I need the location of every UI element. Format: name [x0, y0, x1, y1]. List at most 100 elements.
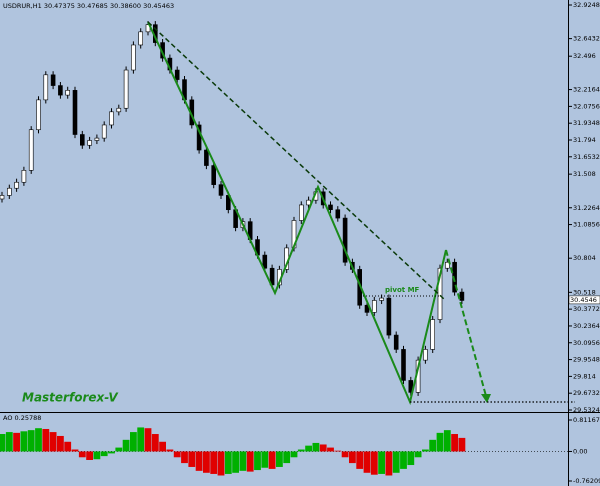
ao-bar — [42, 428, 50, 452]
ao-bar — [443, 430, 451, 452]
candle-body — [371, 300, 377, 313]
candle-body — [364, 304, 370, 313]
y-tick-label: 32.6432 — [573, 35, 600, 43]
candle-body — [444, 261, 450, 269]
candle-body — [211, 165, 216, 185]
ao-bar — [86, 451, 93, 460]
ao-bar — [385, 451, 393, 476]
candle-body — [138, 31, 143, 46]
ao-bar — [210, 451, 218, 474]
candle-body — [21, 170, 27, 183]
ao-bar — [20, 431, 28, 452]
y-tick-label: 31.794 — [573, 136, 596, 144]
y-tick-label: 31.2264 — [573, 204, 600, 212]
ao-bar — [35, 428, 42, 452]
y-tick-label: 29.814 — [573, 372, 596, 380]
ao-bar — [429, 439, 437, 452]
candle-body — [109, 111, 114, 126]
ao-bar — [276, 451, 283, 467]
ao-bar — [100, 451, 108, 457]
ao-bar — [159, 441, 166, 452]
ao-bar — [451, 434, 458, 452]
y-tick-label: 30.804 — [573, 254, 596, 262]
ao-bar — [414, 451, 422, 458]
ao-bar — [246, 451, 254, 472]
y-tick-label: 29.5324 — [573, 406, 600, 414]
candle-body — [379, 297, 384, 301]
candle-body — [174, 69, 180, 80]
ao-bar — [224, 451, 232, 474]
ao-bar — [239, 451, 247, 471]
y-tick-label: -0.762095 — [573, 477, 600, 485]
candle-body — [342, 217, 348, 263]
candle-body — [335, 209, 341, 219]
y-tick-label: 0.811671 — [573, 416, 600, 424]
arrow-head — [481, 394, 491, 403]
ao-bar — [363, 451, 371, 473]
candle-body — [298, 204, 304, 221]
y-tick-label: 31.9348 — [573, 119, 600, 127]
y-tick-label: 30.518 — [573, 288, 596, 296]
y-tick-label: 30.2364 — [573, 322, 600, 330]
zigzag — [147, 21, 447, 406]
ao-bar — [71, 449, 79, 452]
ao-bar — [188, 451, 196, 467]
trend-line — [147, 21, 446, 301]
projection — [445, 249, 487, 397]
y-tick-label: 32.0756 — [573, 102, 600, 110]
y-tick-label: 31.508 — [573, 170, 596, 178]
ao-bar — [407, 451, 415, 466]
candle-body — [131, 44, 136, 71]
y-tick-label: 29.6732 — [573, 389, 600, 397]
candle-body — [94, 137, 100, 141]
ao-bar — [305, 445, 312, 452]
ao-bar — [422, 449, 429, 452]
candle-body — [218, 184, 224, 196]
candle-body — [459, 291, 465, 301]
y-tick-label: 30.0956 — [573, 339, 600, 347]
ao-bar — [261, 451, 269, 468]
ao-bar — [232, 451, 239, 473]
candle-body — [328, 204, 333, 211]
ao-bar — [27, 430, 35, 452]
ao-bar — [0, 434, 6, 452]
ao-bar — [341, 451, 349, 458]
candle-body — [58, 85, 63, 96]
ao-bar — [122, 439, 130, 452]
ao-bar — [173, 451, 181, 458]
ao-bar — [400, 451, 407, 469]
candle-body — [28, 129, 34, 171]
current-price-label: 30.4546 — [570, 296, 597, 304]
ao-bar — [144, 428, 152, 452]
candle-body — [14, 181, 19, 189]
y-tick-label: 29.9548 — [573, 356, 600, 364]
y-tick-label: 0.00 — [573, 447, 587, 455]
ao-bar — [49, 432, 57, 452]
ao-bar — [297, 449, 305, 452]
ao-bar — [327, 447, 334, 452]
ao-bar — [166, 449, 174, 452]
y-tick-label: 31.0856 — [573, 221, 600, 229]
candle-body — [204, 149, 209, 166]
candle-body — [65, 90, 70, 96]
ao-bar — [115, 447, 123, 452]
candle-body — [401, 349, 406, 381]
candle-body — [262, 254, 268, 269]
ao-bar — [349, 451, 356, 464]
candle-body — [87, 140, 92, 146]
current-price-box — [568, 295, 600, 305]
ao-bar — [181, 451, 188, 464]
ao-bar — [370, 451, 378, 475]
ao-bar — [130, 432, 137, 452]
candle-body — [437, 267, 443, 320]
ao-bar — [378, 451, 385, 474]
ao-bar — [312, 442, 320, 452]
ao-bar — [151, 434, 159, 452]
ao-bar — [217, 451, 225, 476]
candle-body — [80, 134, 85, 146]
candle-body — [43, 74, 49, 101]
candle-body — [72, 90, 78, 135]
